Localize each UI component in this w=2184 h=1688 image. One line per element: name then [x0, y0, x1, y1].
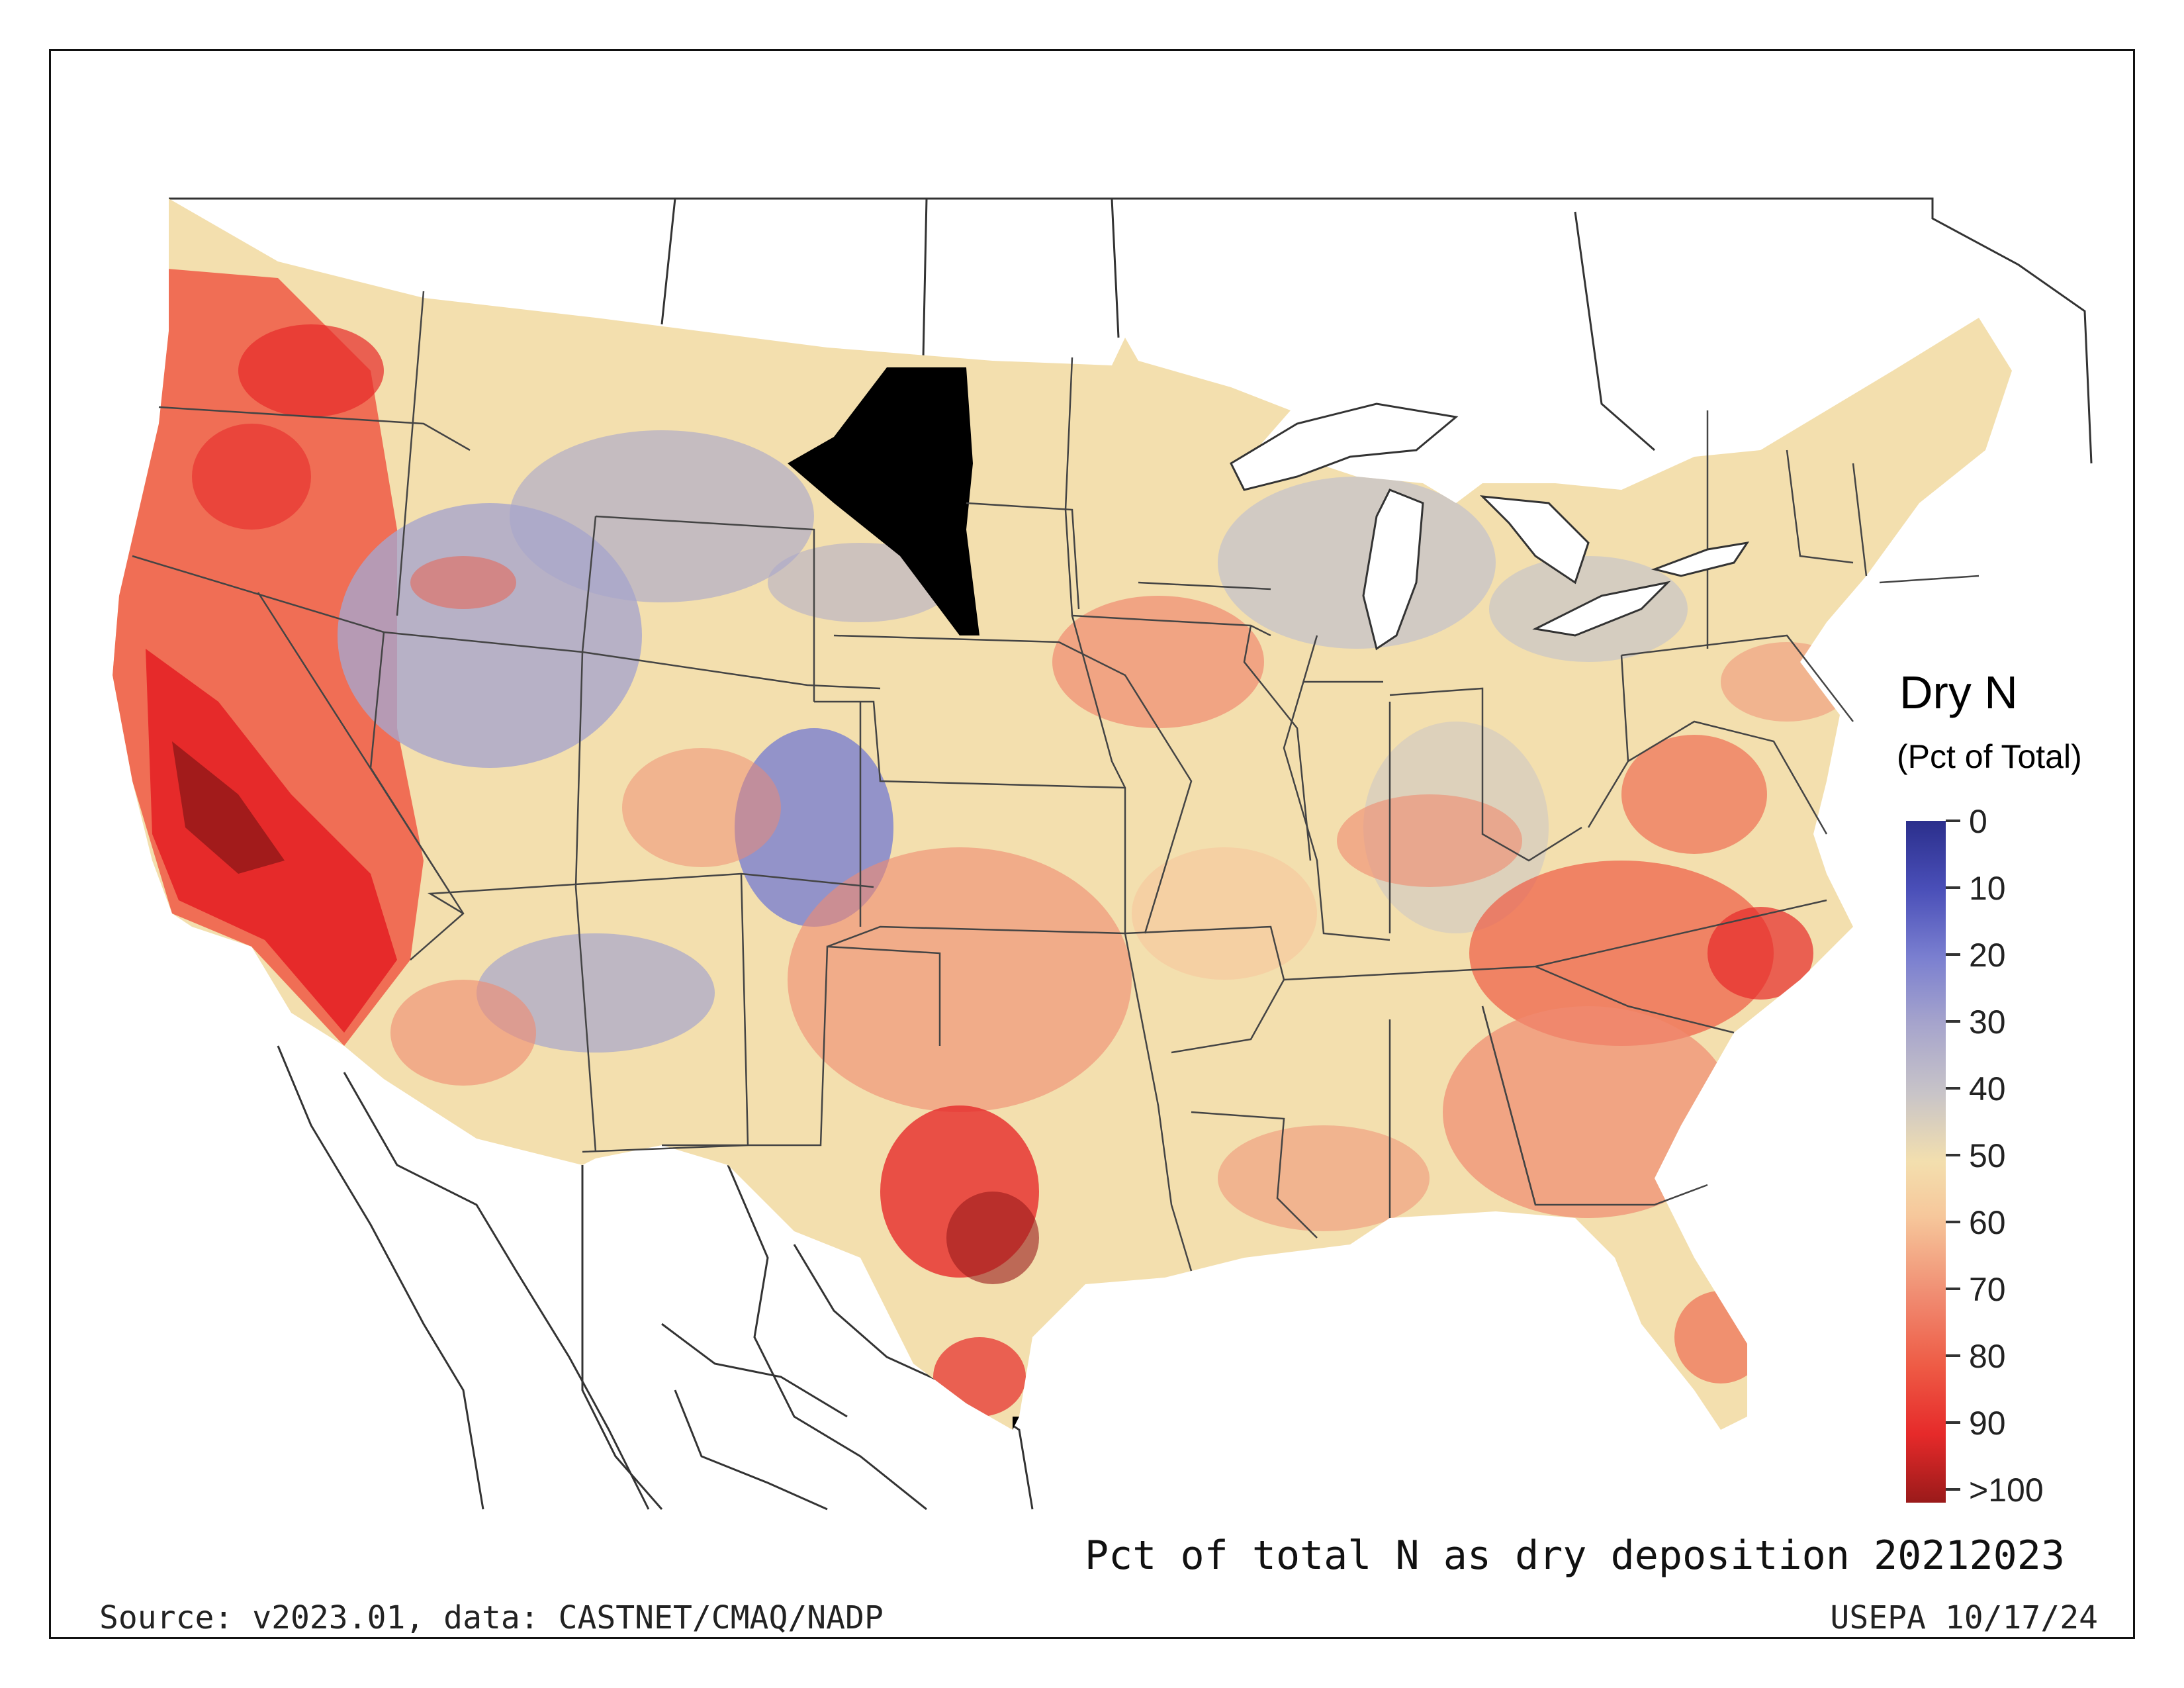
- legend-title: Dry N: [1899, 667, 2018, 718]
- legend-tick-label: 60: [1969, 1204, 2006, 1241]
- date-stamp: USEPA 10/17/24: [1830, 1599, 2098, 1636]
- legend-tick-label: 20: [1969, 937, 2006, 974]
- legend-tick-label: 90: [1969, 1405, 2006, 1442]
- legend-tick-label: 70: [1969, 1271, 2006, 1308]
- legend-colorbar: [1906, 821, 1946, 1503]
- legend-tick-label: 10: [1969, 870, 2006, 907]
- legend-tick-label: 50: [1969, 1137, 2006, 1174]
- legend-tick-label: 30: [1969, 1004, 2006, 1041]
- legend-tick-label: 80: [1969, 1338, 2006, 1375]
- neighbor-outlines: [169, 197, 2093, 1511]
- legend-subtitle: (Pct of Total): [1897, 738, 2082, 775]
- legend-tick-label: 40: [1969, 1070, 2006, 1107]
- legend-tick-label: >100: [1969, 1472, 2044, 1509]
- source-note: Source: v2023.01, data: CASTNET/CMAQ/NAD…: [99, 1599, 884, 1636]
- deposition-heatmap: [113, 199, 2012, 1430]
- state-boundaries: [132, 291, 1979, 1272]
- map-title: Pct of total N as dry deposition 2021202…: [1085, 1532, 2065, 1579]
- great-lakes: [1230, 402, 1750, 651]
- legend-tick-label: 0: [1969, 803, 1987, 840]
- legend-ticks: 0 10 20 30 40 50 60 70 80 90 >100: [1946, 803, 2044, 1509]
